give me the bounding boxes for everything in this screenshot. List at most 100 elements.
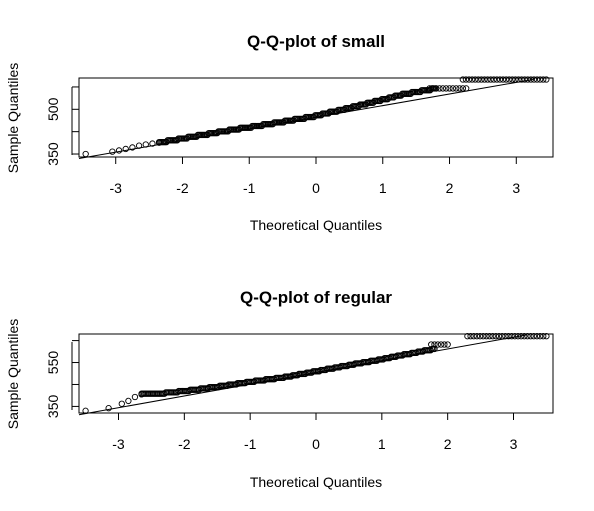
- sample-point: [483, 333, 490, 340]
- sample-point: [437, 341, 445, 348]
- sample-point: [467, 333, 474, 340]
- sample-point: [109, 148, 116, 155]
- chart-title: Q-Q-plot of regular: [240, 288, 392, 307]
- y-tick-label: 550: [45, 351, 61, 375]
- sample-point: [515, 76, 522, 83]
- x-tick-label: 1: [378, 436, 386, 452]
- x-tick-label: -1: [244, 436, 257, 452]
- sample-point: [518, 76, 525, 83]
- sample-point: [429, 85, 436, 92]
- sample-point: [490, 76, 497, 83]
- sample-point: [426, 85, 433, 92]
- sample-point: [436, 85, 443, 92]
- sample-point: [105, 405, 112, 412]
- sample-point: [462, 76, 470, 83]
- sample-point: [444, 341, 451, 348]
- sample-point: [527, 333, 534, 340]
- x-axis: -3 -2 -1 0 1 2 3: [112, 412, 518, 452]
- sample-point: [472, 76, 479, 83]
- sample-point: [536, 333, 544, 340]
- sample-point: [118, 400, 125, 407]
- x-tick-label: 2: [444, 436, 452, 452]
- sample-point: [135, 142, 143, 149]
- x-tick-label: -2: [176, 180, 189, 196]
- sample-point: [506, 76, 513, 83]
- sample-point: [502, 76, 510, 83]
- sample-point: [540, 333, 547, 340]
- sample-point: [434, 341, 441, 348]
- x-axis: -3 -2 -1 0 1 2 3: [109, 156, 520, 196]
- sample-point: [476, 333, 484, 340]
- sample-point: [449, 85, 457, 92]
- sample-point: [492, 333, 500, 340]
- sample-point: [484, 76, 491, 83]
- sample-point: [511, 333, 518, 340]
- sample-point: [465, 76, 473, 83]
- sample-point: [470, 333, 477, 340]
- x-tick-label: 3: [510, 436, 518, 452]
- sample-point: [499, 333, 506, 340]
- sample-point: [543, 76, 550, 83]
- x-axis-label: Theoretical Quantiles: [250, 474, 382, 490]
- sample-point: [499, 76, 507, 83]
- sample-point: [115, 147, 123, 154]
- sample-point: [475, 76, 482, 83]
- plot-marks: [78, 76, 550, 159]
- sample-point: [489, 333, 496, 340]
- sample-point: [82, 407, 89, 414]
- sample-point: [512, 76, 519, 83]
- sample-point: [505, 333, 512, 340]
- sample-point: [527, 76, 535, 83]
- y-axis: 350 550: [45, 340, 79, 418]
- y-tick-label: 350: [45, 142, 61, 166]
- sample-point: [521, 333, 528, 340]
- sample-point: [487, 76, 494, 83]
- x-tick-label: 0: [312, 180, 320, 196]
- x-tick-label: -3: [109, 180, 122, 196]
- x-axis-label: Theoretical Quantiles: [250, 217, 382, 233]
- sample-point: [508, 333, 515, 340]
- sample-point: [129, 144, 136, 151]
- qq-panel-small: Q-Q-plot of small -3 -2 -1 0 1 2 3 350 500 Theo…: [5, 32, 554, 233]
- sample-point: [125, 397, 132, 405]
- plot-marks: [78, 333, 550, 416]
- sample-point: [509, 76, 516, 83]
- sample-point: [433, 85, 440, 92]
- sample-point: [533, 76, 541, 83]
- sample-point: [149, 140, 156, 147]
- y-axis: 350 500: [45, 86, 79, 166]
- sample-point: [493, 76, 501, 83]
- sample-point: [82, 150, 89, 158]
- chart-title: Q-Q-plot of small: [247, 32, 385, 51]
- sample-point: [464, 333, 471, 340]
- sample-point: [524, 76, 531, 83]
- sample-point: [453, 85, 460, 92]
- sample-point: [142, 141, 149, 148]
- sample-point: [431, 341, 438, 348]
- sample-point: [441, 341, 448, 348]
- sample-point: [463, 85, 470, 92]
- sample-point: [122, 145, 129, 153]
- x-tick-label: -3: [112, 436, 125, 452]
- sample-point: [439, 85, 446, 92]
- sample-point: [459, 85, 467, 92]
- sample-point: [521, 76, 528, 83]
- sample-point: [543, 333, 550, 340]
- sample-point: [540, 76, 547, 83]
- y-axis-label: Sample Quantiles: [5, 63, 21, 174]
- y-tick-label: 500: [45, 97, 61, 121]
- sample-point: [530, 76, 538, 83]
- sample-point: [486, 333, 493, 340]
- sample-point: [496, 76, 504, 83]
- x-tick-label: 0: [312, 436, 320, 452]
- sample-point: [459, 76, 467, 83]
- sample-point: [431, 345, 438, 353]
- qq-panel-regular: Q-Q-plot of regular -3 -2 -1 0 1 2 3 350 550 Th…: [5, 288, 554, 490]
- sample-point: [473, 333, 481, 340]
- y-axis-label: Sample Quantiles: [5, 319, 21, 430]
- sample-point: [533, 333, 541, 340]
- x-tick-label: -1: [243, 180, 256, 196]
- sample-point: [530, 333, 537, 340]
- x-tick-label: 2: [446, 180, 454, 196]
